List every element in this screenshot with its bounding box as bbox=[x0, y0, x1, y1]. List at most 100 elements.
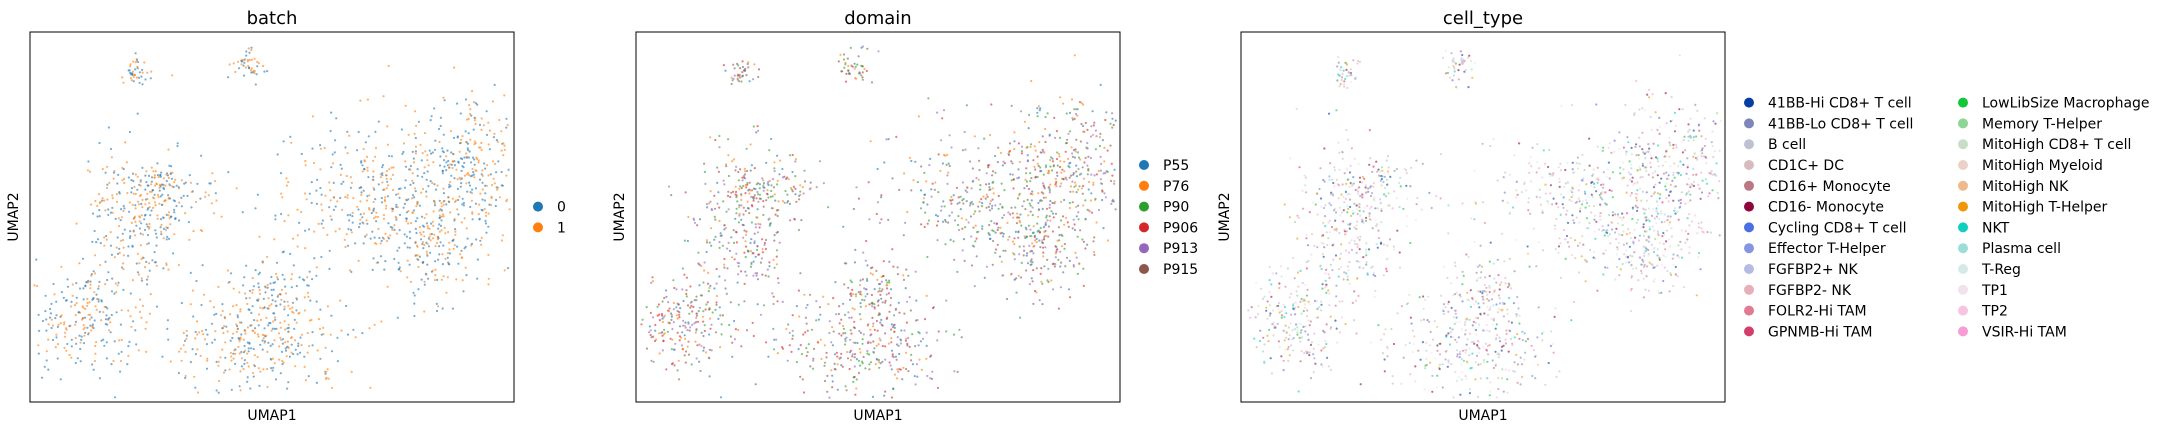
point bbox=[414, 241, 417, 244]
point bbox=[662, 339, 665, 342]
point bbox=[468, 181, 471, 184]
point bbox=[91, 363, 94, 366]
point bbox=[43, 365, 46, 368]
point bbox=[485, 133, 489, 136]
point bbox=[175, 204, 178, 208]
point bbox=[1011, 240, 1015, 243]
point bbox=[747, 250, 750, 253]
point bbox=[1474, 361, 1477, 364]
point bbox=[1038, 109, 1041, 112]
point bbox=[1040, 199, 1043, 202]
point bbox=[239, 389, 242, 392]
point bbox=[105, 314, 108, 317]
point bbox=[1284, 348, 1287, 351]
point bbox=[786, 359, 789, 362]
point bbox=[164, 184, 167, 187]
point bbox=[1027, 214, 1030, 217]
point bbox=[465, 274, 468, 277]
point bbox=[1074, 150, 1077, 153]
point bbox=[1296, 331, 1300, 334]
point bbox=[129, 63, 132, 66]
point bbox=[950, 146, 953, 149]
point bbox=[753, 241, 756, 245]
point bbox=[180, 196, 183, 199]
point bbox=[828, 396, 831, 399]
point bbox=[136, 65, 139, 68]
point bbox=[1372, 273, 1375, 276]
point bbox=[89, 287, 92, 290]
point bbox=[433, 233, 436, 236]
point bbox=[1310, 253, 1313, 256]
point bbox=[91, 240, 94, 243]
point bbox=[1295, 323, 1298, 326]
point bbox=[977, 178, 980, 181]
point bbox=[1356, 260, 1359, 263]
point bbox=[803, 293, 806, 296]
point bbox=[866, 292, 869, 296]
point bbox=[45, 329, 48, 332]
point bbox=[726, 247, 729, 250]
point bbox=[771, 207, 775, 210]
point bbox=[1333, 228, 1336, 231]
point bbox=[730, 82, 733, 86]
point bbox=[254, 207, 257, 210]
point bbox=[250, 48, 253, 52]
point bbox=[1439, 342, 1442, 345]
point bbox=[799, 184, 802, 187]
point bbox=[923, 225, 926, 229]
point bbox=[708, 375, 711, 378]
point bbox=[1036, 155, 1039, 158]
point bbox=[776, 183, 779, 186]
point bbox=[1348, 171, 1352, 174]
point bbox=[478, 218, 481, 221]
point bbox=[729, 335, 733, 338]
point bbox=[750, 221, 754, 224]
point bbox=[723, 224, 726, 227]
point bbox=[37, 344, 40, 347]
point bbox=[985, 183, 988, 186]
point bbox=[245, 264, 248, 267]
point bbox=[1527, 209, 1530, 212]
point bbox=[273, 339, 276, 342]
point bbox=[1648, 147, 1651, 150]
point bbox=[1035, 291, 1038, 294]
point bbox=[1628, 245, 1631, 248]
point bbox=[1462, 359, 1465, 362]
point bbox=[859, 331, 863, 334]
point bbox=[1269, 357, 1272, 360]
point bbox=[229, 351, 232, 354]
point bbox=[367, 176, 370, 179]
point bbox=[300, 333, 303, 336]
point bbox=[652, 360, 655, 363]
point bbox=[1308, 211, 1311, 214]
point bbox=[227, 171, 230, 174]
point bbox=[1486, 360, 1489, 363]
point bbox=[1343, 228, 1346, 231]
point bbox=[699, 369, 702, 373]
point bbox=[1380, 338, 1383, 341]
point bbox=[434, 139, 437, 142]
legend-marker bbox=[1139, 243, 1149, 254]
point bbox=[1297, 305, 1300, 309]
point bbox=[1602, 183, 1605, 186]
point bbox=[1414, 365, 1417, 368]
point bbox=[1072, 265, 1075, 268]
point bbox=[737, 303, 740, 306]
point bbox=[268, 322, 271, 325]
point bbox=[473, 143, 476, 146]
point bbox=[1351, 210, 1354, 213]
point bbox=[891, 248, 894, 251]
point bbox=[1483, 290, 1486, 293]
point bbox=[217, 364, 220, 367]
point bbox=[1515, 353, 1518, 356]
point bbox=[1089, 156, 1092, 160]
point bbox=[1049, 199, 1052, 203]
point bbox=[787, 178, 790, 181]
point bbox=[334, 139, 337, 142]
point bbox=[299, 351, 302, 354]
point bbox=[974, 224, 977, 227]
point bbox=[1344, 323, 1347, 326]
point bbox=[1035, 237, 1038, 241]
point bbox=[809, 181, 812, 184]
point bbox=[308, 345, 311, 348]
